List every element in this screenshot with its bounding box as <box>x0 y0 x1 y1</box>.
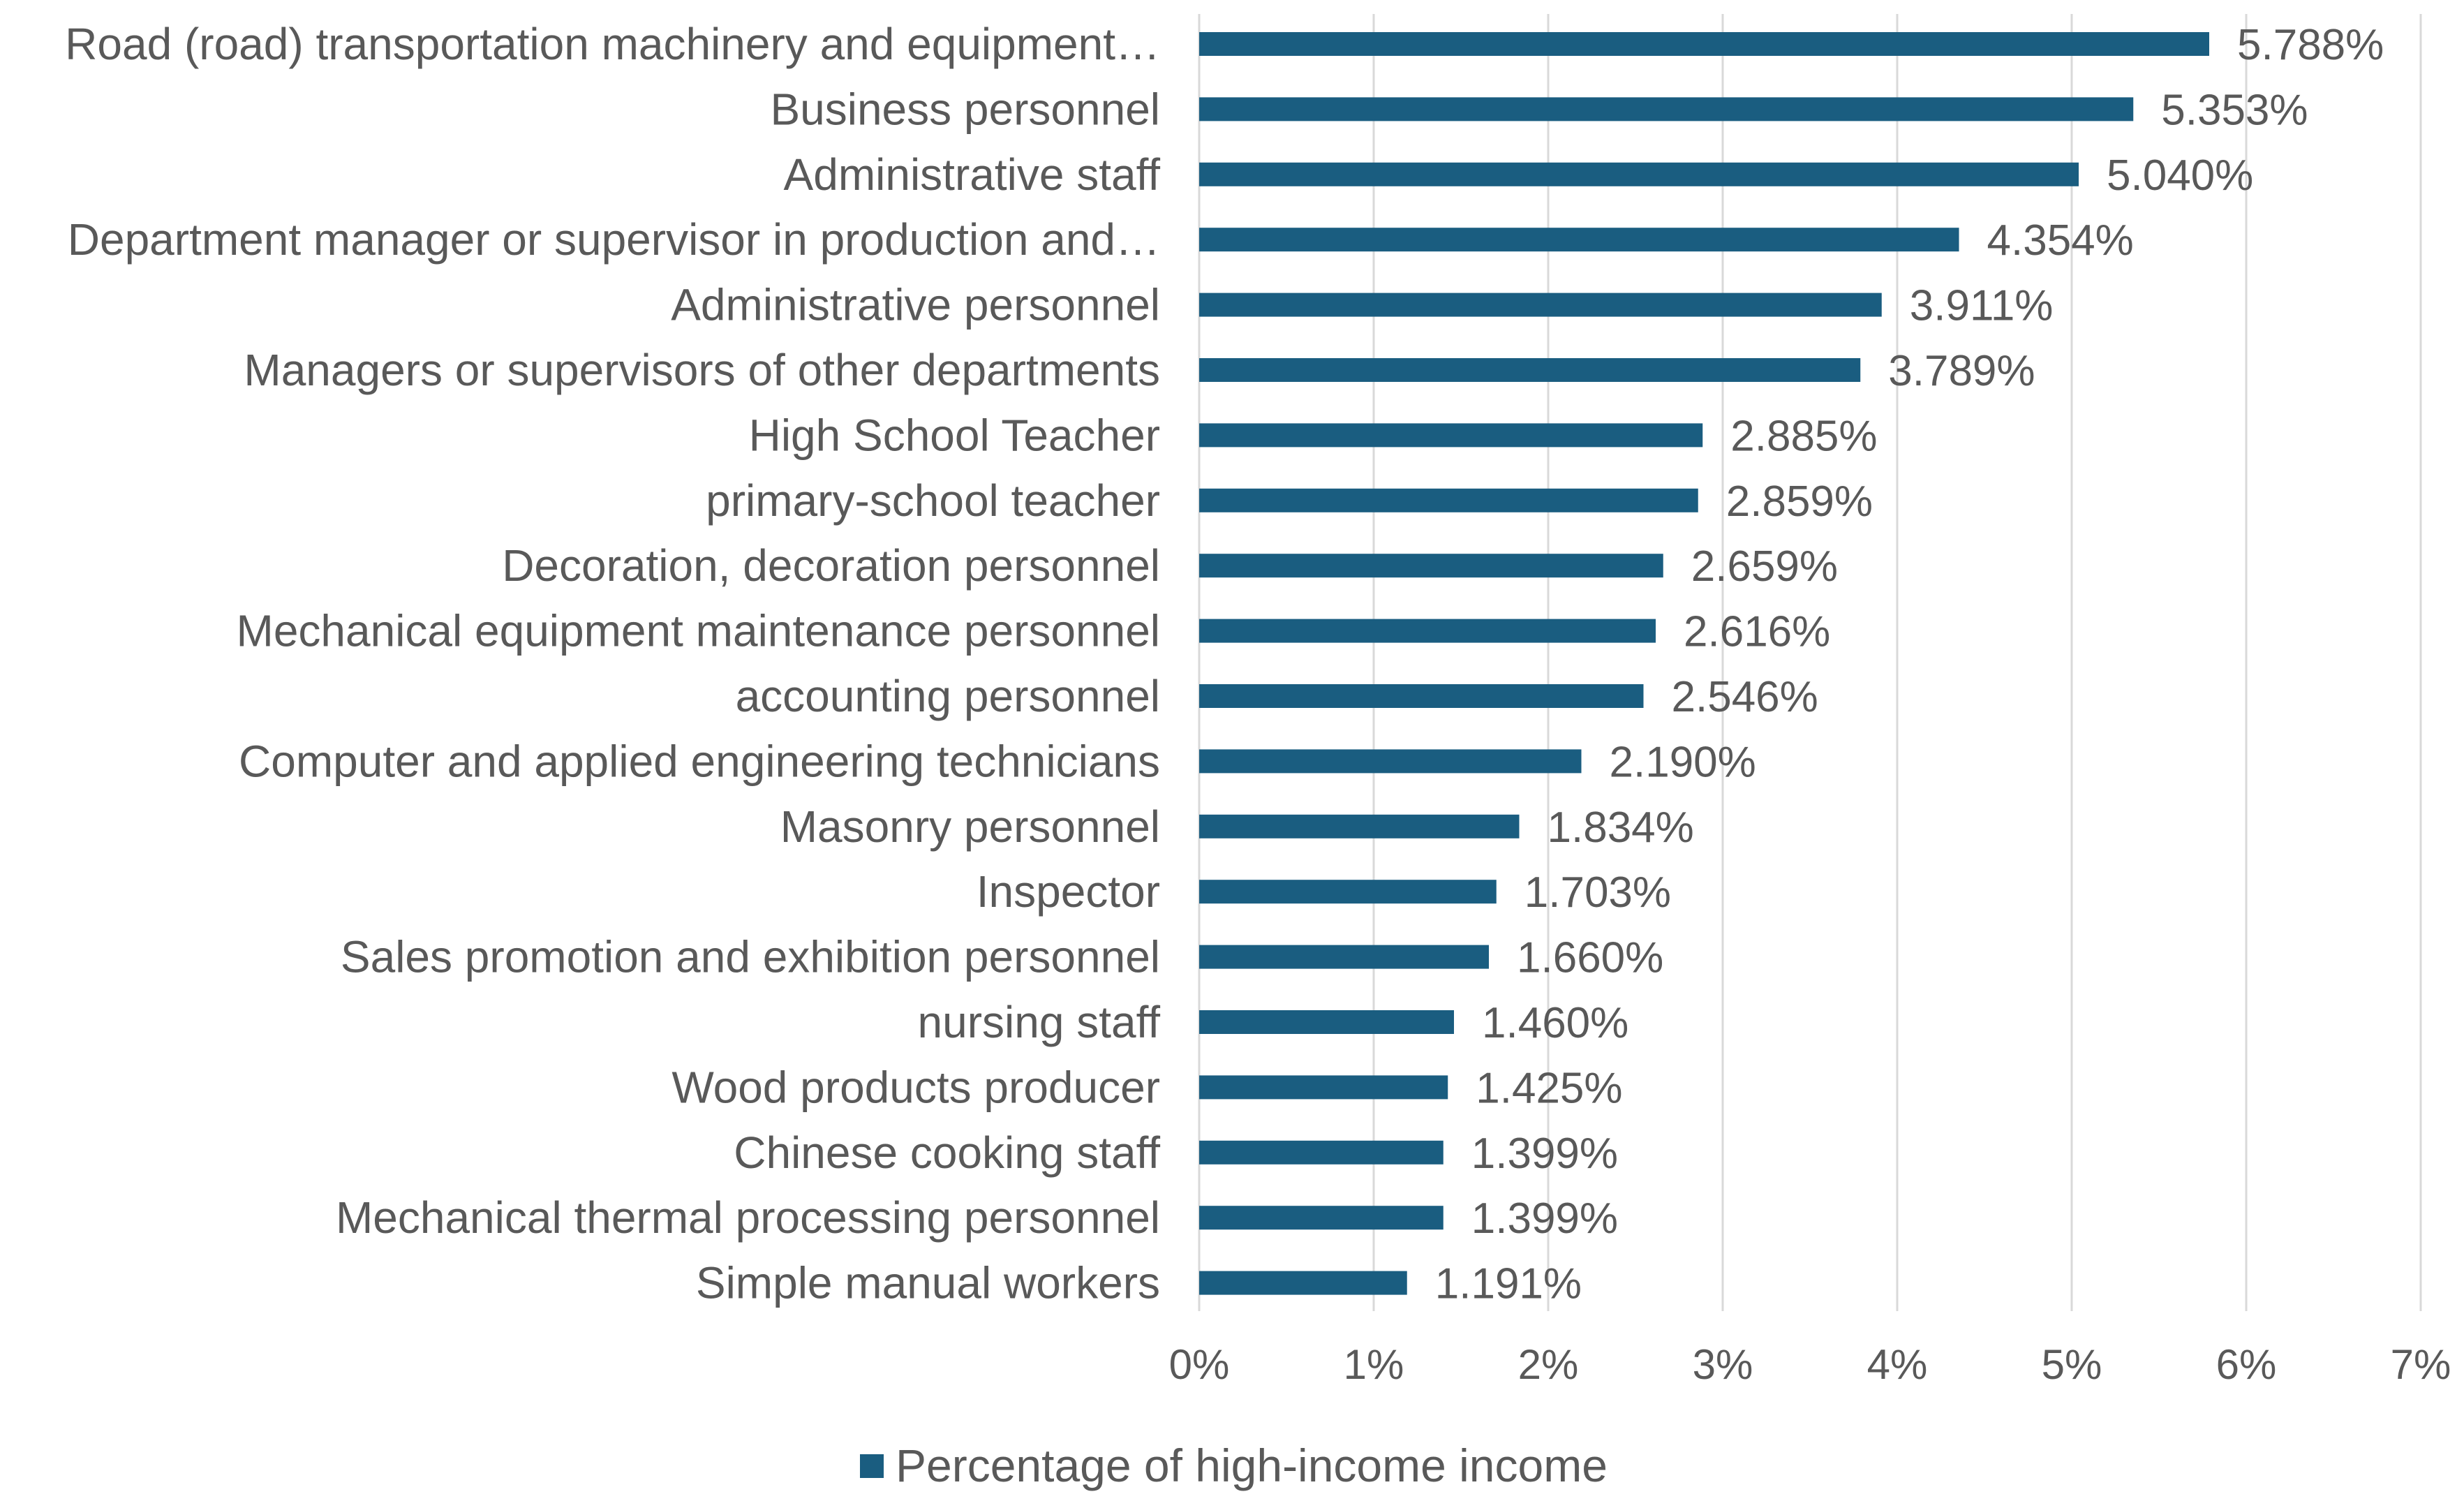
bar <box>1199 488 1698 512</box>
bar <box>1199 423 1703 448</box>
x-axis-tick-labels: 0% 1% 2% 3% 4% 5% 6% 7% <box>1169 1341 2451 1388</box>
bar <box>1199 293 1882 317</box>
data-label: 1.425% <box>1476 1064 1622 1112</box>
data-label: 5.353% <box>2161 86 2308 134</box>
data-label: 2.859% <box>1726 478 1873 526</box>
category-label: Road (road) transportation machinery and… <box>65 19 1160 69</box>
x-tick-label: 1% <box>1344 1341 1404 1388</box>
bar <box>1199 1271 1407 1295</box>
category-label: Wood products producer <box>671 1062 1160 1112</box>
category-label: Department manager or supervisor in prod… <box>68 214 1160 265</box>
data-label: 1.191% <box>1435 1260 1582 1308</box>
bar <box>1199 228 1959 252</box>
x-tick-label: 4% <box>1867 1341 1928 1388</box>
data-label: 2.190% <box>1610 738 1756 786</box>
data-label: 5.040% <box>2107 151 2253 200</box>
data-label: 4.354% <box>1987 216 2134 265</box>
category-label: Computer and applied engineering technic… <box>239 736 1160 786</box>
x-tick-label: 6% <box>2216 1341 2277 1388</box>
data-label: 1.660% <box>1517 934 1663 982</box>
category-label: Mechanical equipment maintenance personn… <box>237 606 1161 656</box>
bar <box>1199 162 2079 186</box>
x-tick-label: 2% <box>1518 1341 1579 1388</box>
category-label: High School Teacher <box>749 410 1160 460</box>
bar <box>1199 684 1644 708</box>
bar <box>1199 880 1497 904</box>
data-label: 1.460% <box>1482 999 1628 1047</box>
legend-swatch <box>860 1454 884 1478</box>
value-labels: 5.788% 5.353% 5.040% 4.354% 3.911% 3.789%2.88… <box>1435 21 2384 1308</box>
x-tick-label: 3% <box>1693 1341 1753 1388</box>
category-label: primary-school teacher <box>706 475 1160 526</box>
data-label: 2.546% <box>1672 673 1818 721</box>
category-label: Sales promotion and exhibition personnel <box>341 932 1160 982</box>
bar <box>1199 1140 1443 1165</box>
bar <box>1199 619 1656 643</box>
bar <box>1199 32 2209 56</box>
bar <box>1199 1010 1454 1034</box>
category-labels: Road (road) transportation machinery and… <box>65 19 1160 1308</box>
category-label: Managers or supervisors of other departm… <box>244 345 1160 395</box>
bars <box>1199 32 2209 1295</box>
category-label: Decoration, decoration personnel <box>502 540 1160 591</box>
category-label: Chinese cooking staff <box>734 1128 1160 1178</box>
bar <box>1199 945 1489 969</box>
legend: Percentage of high-income income <box>860 1440 1608 1491</box>
bar <box>1199 554 1663 578</box>
category-label: Administrative staff <box>784 149 1161 200</box>
category-label: Masonry personnel <box>780 801 1160 852</box>
category-label: Simple manual workers <box>696 1258 1160 1308</box>
gridlines <box>1198 14 2422 1311</box>
bar <box>1199 814 1520 838</box>
data-label: 1.703% <box>1524 868 1671 917</box>
data-label: 2.885% <box>1730 412 1877 460</box>
legend-label: Percentage of high-income income <box>896 1440 1608 1491</box>
data-label: 1.399% <box>1471 1195 1618 1243</box>
data-label: 1.834% <box>1548 804 1694 852</box>
bar <box>1199 1075 1448 1100</box>
bar <box>1199 749 1582 774</box>
category-label: nursing staff <box>918 997 1161 1047</box>
data-label: 3.789% <box>1888 347 2035 395</box>
category-label: Mechanical thermal processing personnel <box>336 1192 1160 1243</box>
category-label: Business personnel <box>770 84 1160 134</box>
bar <box>1199 358 1861 382</box>
category-label: accounting personnel <box>736 671 1160 721</box>
bar <box>1199 1206 1443 1230</box>
x-tick-label: 0% <box>1169 1341 1230 1388</box>
data-label: 1.399% <box>1471 1130 1618 1178</box>
category-label: Inspector <box>977 866 1160 917</box>
x-tick-label: 5% <box>2042 1341 2102 1388</box>
x-tick-label: 7% <box>2391 1341 2451 1388</box>
data-label: 2.616% <box>1684 608 1830 656</box>
data-label: 5.788% <box>2237 21 2384 69</box>
bar <box>1199 97 2134 121</box>
data-label: 3.911% <box>1910 282 2054 330</box>
data-label: 2.659% <box>1691 542 1838 591</box>
category-label: Administrative personnel <box>671 280 1160 330</box>
